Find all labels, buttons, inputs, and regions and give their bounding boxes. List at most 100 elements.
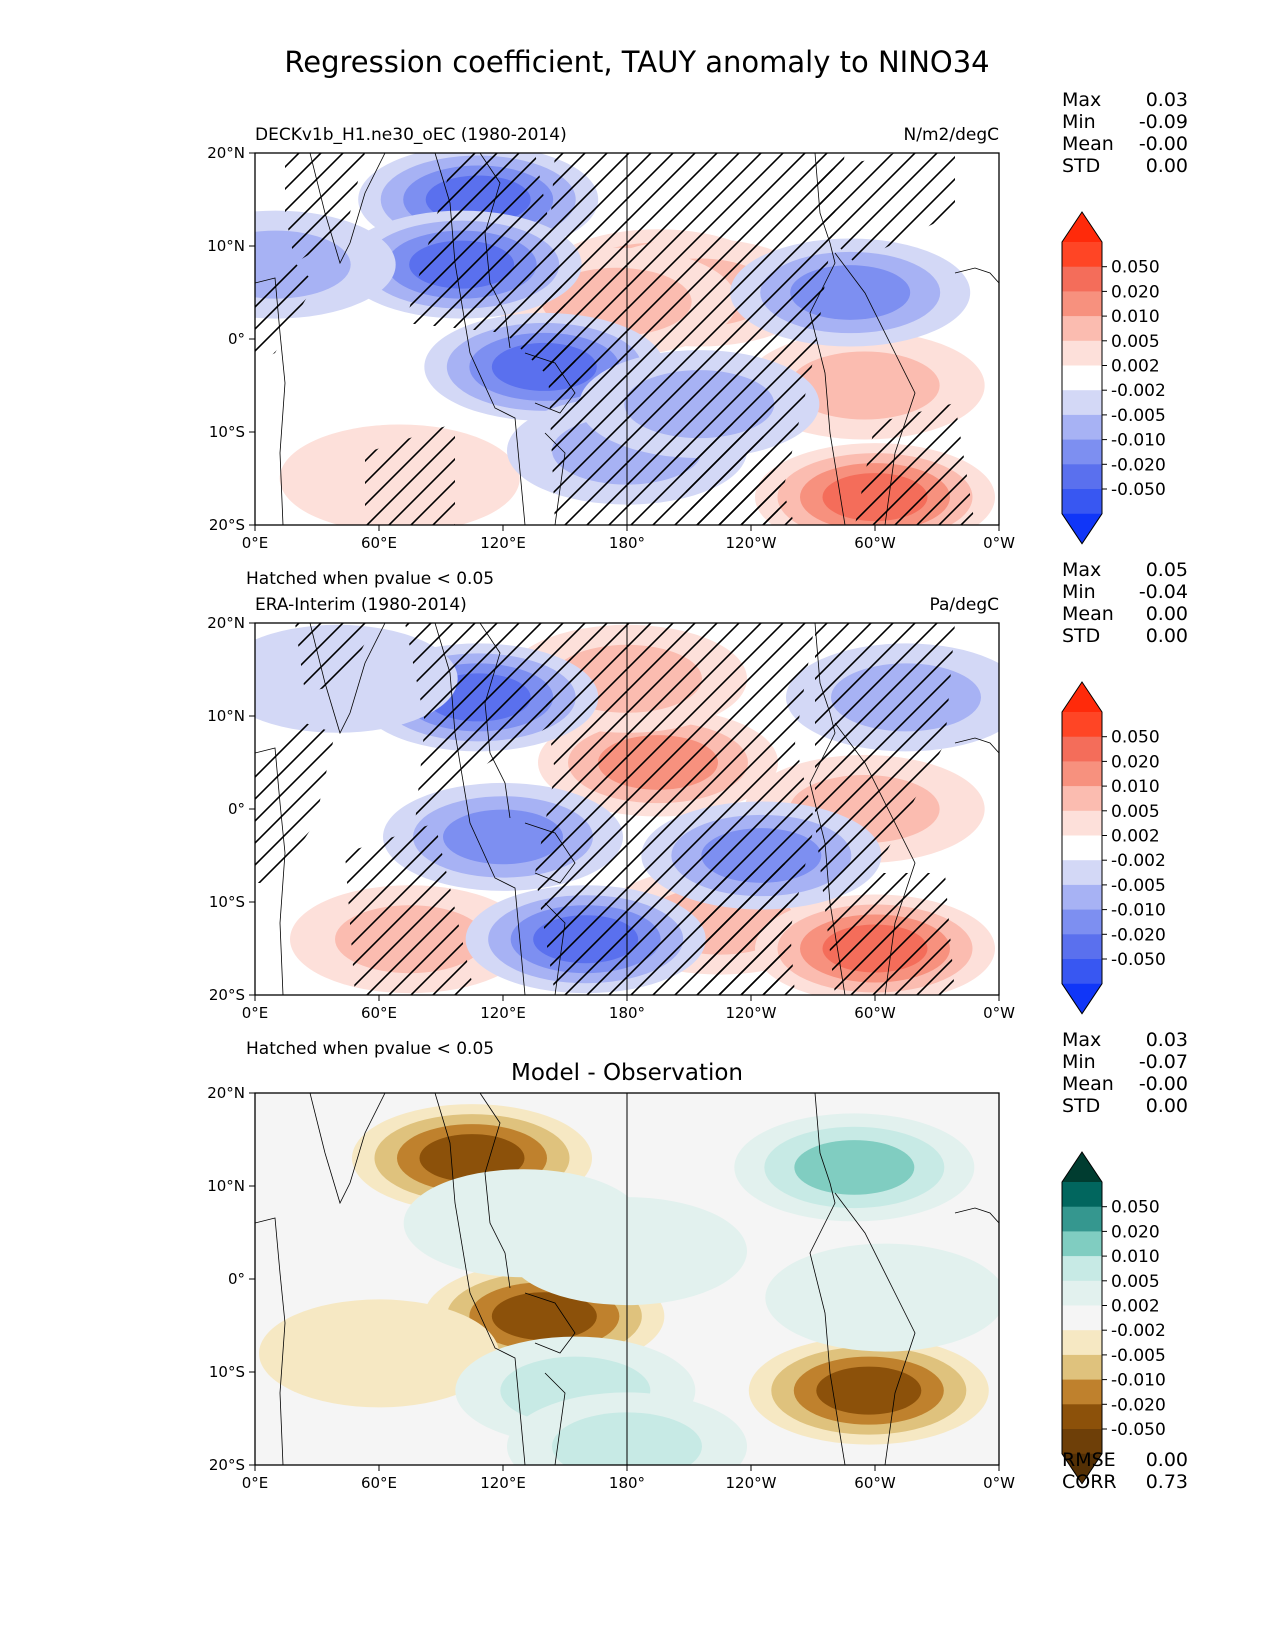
- colorbar-segment: [1062, 835, 1102, 861]
- coastline: [524, 1292, 576, 1354]
- x-tick-label: 60°W: [854, 1474, 896, 1492]
- colorbar-tick-label: -0.020: [1111, 455, 1166, 475]
- colorbar-tick-label: -0.002: [1111, 851, 1166, 871]
- hatch-region: [255, 723, 335, 883]
- colorbar-tick-label: 0.050: [1111, 258, 1160, 278]
- stat-label: Min: [1062, 1051, 1096, 1073]
- coastline: [434, 1093, 526, 1465]
- panel-observation-colorbar: 0.050 0.020 0.010 0.005 0.002 -0.002 -0.005 -0.…: [1061, 681, 1166, 1015]
- coastline: [544, 1372, 566, 1465]
- stat-label: STD: [1062, 1095, 1100, 1117]
- coastline: [309, 153, 386, 265]
- panel-observation: ERA-Interim (1980-2014) Pa/degC: [207, 559, 1188, 1059]
- hatch-region: [405, 153, 585, 413]
- hatch-region: [815, 153, 955, 263]
- colorbar-segment: [1062, 1231, 1102, 1257]
- coastline: [255, 1217, 286, 1465]
- stat-label: Min: [1062, 581, 1096, 603]
- colorbar-segment: [1062, 860, 1102, 886]
- x-tick-label: 180°: [609, 534, 645, 552]
- x-tick-label: 180°: [609, 1474, 645, 1492]
- x-tick-label: 120°W: [726, 1004, 777, 1022]
- panel-model-hatching: [255, 153, 975, 525]
- y-tick-label: 0°: [228, 330, 245, 348]
- colorbar-extend-min: [1062, 513, 1102, 544]
- y-tick-label: 20°N: [207, 614, 245, 632]
- colorbar-tick-label: -0.002: [1111, 381, 1166, 401]
- x-tick-label: 0°E: [242, 534, 269, 552]
- colorbar-tick-label: -0.020: [1111, 925, 1166, 945]
- coastline: [954, 267, 999, 284]
- colorbar-tick-label: -0.002: [1111, 1321, 1166, 1341]
- y-tick-label: 10°S: [209, 893, 245, 911]
- colorbar-segment: [1062, 884, 1102, 911]
- colorbar-tick-label: -0.010: [1111, 1371, 1166, 1391]
- stat-value: 0.05: [1146, 559, 1188, 581]
- x-tick-label: 120°W: [726, 534, 777, 552]
- colorbar-extend-min: [1062, 1453, 1102, 1484]
- y-tick-label: 20°N: [207, 144, 245, 162]
- panel-observation-footnote: Hatched when pvalue < 0.05: [246, 1039, 494, 1059]
- colorbar-extend-min: [1062, 983, 1102, 1014]
- stat-label: Mean: [1062, 1073, 1114, 1095]
- coastline: [809, 623, 846, 995]
- colorbar-segment: [1062, 365, 1102, 391]
- colorbar-tick-label: 0.010: [1111, 307, 1160, 327]
- coastline: [954, 1207, 999, 1224]
- colorbar-segment: [1062, 1429, 1102, 1455]
- stat-value: -0.04: [1139, 581, 1188, 603]
- y-tick-label: 10°S: [209, 1363, 245, 1381]
- stat-value: 0.00: [1146, 1095, 1188, 1117]
- colorbar-tick-label: -0.005: [1111, 406, 1166, 426]
- stat-value: -0.00: [1139, 133, 1188, 155]
- coastline: [834, 1192, 916, 1465]
- colorbar-tick-label: 0.010: [1111, 777, 1160, 797]
- coastline: [544, 902, 566, 995]
- y-tick-label: 10°N: [207, 237, 245, 255]
- field-contour: [765, 1243, 999, 1352]
- colorbar-segment: [1062, 291, 1102, 317]
- panel-observation-map: [255, 623, 999, 995]
- panel-observation-coastlines: [255, 623, 999, 995]
- colorbar-segment: [1062, 1206, 1102, 1232]
- field-contour: [491, 1292, 597, 1341]
- colorbar-segment: [1062, 761, 1102, 787]
- stat-value: -0.00: [1139, 1073, 1188, 1095]
- field-contour: [443, 809, 563, 865]
- colorbar-tick-label: 0.005: [1111, 802, 1160, 822]
- coastline: [434, 623, 526, 995]
- colorbar-segment: [1062, 934, 1102, 960]
- coastline: [255, 277, 286, 525]
- panel-difference-title: Model - Observation: [511, 1060, 743, 1086]
- panel-model-stats: Max 0.03 Min -0.09 Mean -0.00 STD 0.00: [1062, 89, 1188, 177]
- field-contour: [259, 1299, 499, 1408]
- colorbar-tick-label: -0.050: [1111, 950, 1166, 970]
- colorbar-tick-label: 0.002: [1111, 827, 1160, 847]
- colorbar-tick-label: -0.005: [1111, 1346, 1166, 1366]
- panel-difference: Model - Observation 0°E 60°E 120°E 180° 120°…: [207, 1029, 1188, 1493]
- colorbar-segment: [1062, 439, 1102, 465]
- coastline: [809, 1093, 846, 1465]
- stat-label: Max: [1062, 89, 1101, 111]
- panel-model-map: [255, 153, 999, 525]
- coastline: [434, 153, 526, 525]
- colorbar-extend-max: [1062, 1152, 1102, 1182]
- stat-value: 0.00: [1146, 625, 1188, 647]
- panel-model-left-title: DECKv1b_H1.ne30_oEC (1980-2014): [255, 125, 567, 145]
- coastline: [255, 747, 286, 995]
- colorbar-segment: [1062, 242, 1102, 268]
- coastline: [524, 352, 576, 414]
- metric-value: 0.00: [1146, 1449, 1188, 1471]
- coastline: [309, 623, 386, 735]
- coastline: [309, 1093, 386, 1205]
- colorbar-tick-label: 0.050: [1111, 1198, 1160, 1218]
- colorbar-tick-label: 0.020: [1111, 1222, 1160, 1242]
- colorbar-tick-label: -0.005: [1111, 876, 1166, 896]
- field-contour: [794, 1140, 915, 1195]
- coastline: [809, 153, 846, 525]
- field-contour: [419, 1134, 525, 1183]
- colorbar-tick-label: -0.050: [1111, 480, 1166, 500]
- colorbar-segment: [1062, 786, 1102, 812]
- stat-value: 0.03: [1146, 1029, 1188, 1051]
- panel-observation-axes: 0°E 60°E 120°E 180° 120°W 60°W 0°W 20°N 10°N 0° 10…: [207, 614, 1015, 1022]
